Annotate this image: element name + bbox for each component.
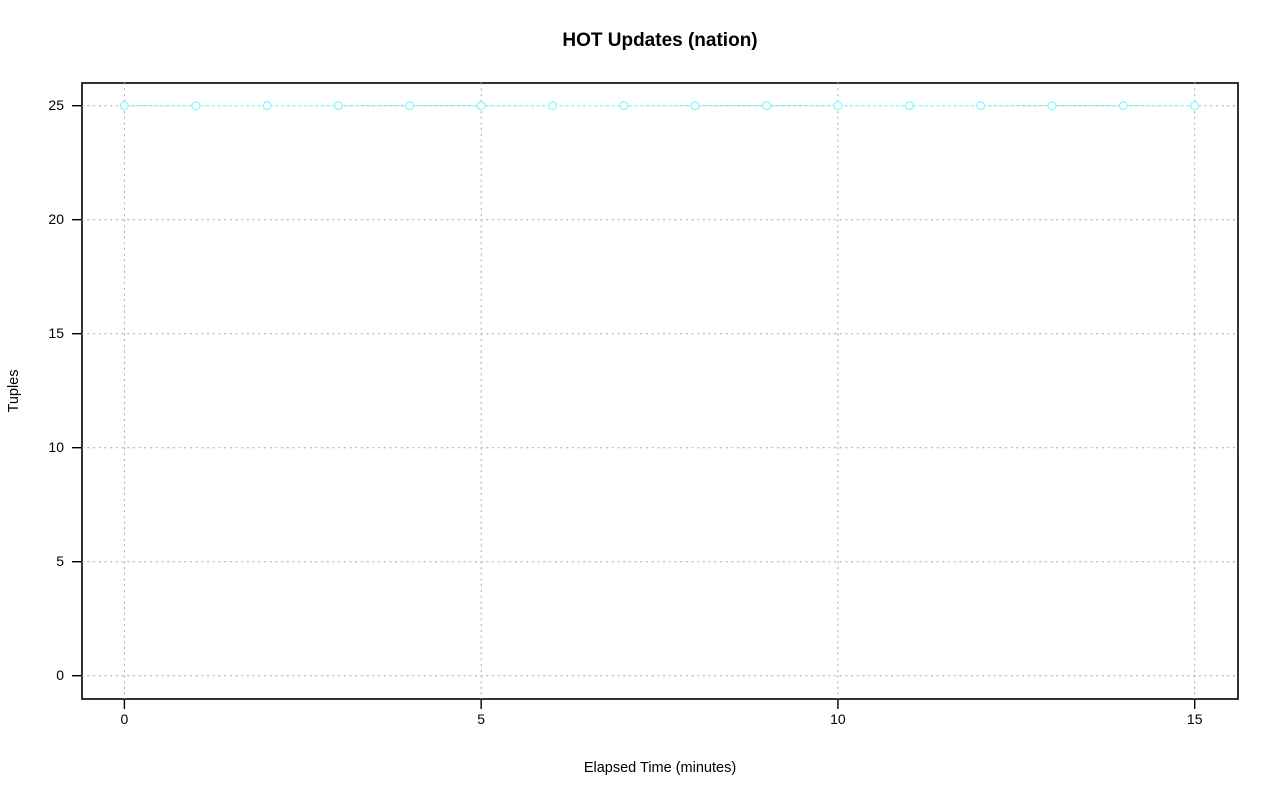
svg-text:25: 25 — [48, 97, 64, 113]
svg-text:Tuples: Tuples — [6, 370, 22, 413]
svg-text:0: 0 — [56, 667, 64, 683]
svg-text:5: 5 — [477, 711, 485, 727]
svg-text:0: 0 — [121, 711, 129, 727]
svg-text:HOT Updates (nation): HOT Updates (nation) — [562, 30, 757, 51]
svg-text:5: 5 — [56, 553, 64, 569]
svg-text:10: 10 — [48, 439, 64, 455]
svg-text:Elapsed Time (minutes): Elapsed Time (minutes) — [584, 760, 736, 776]
svg-text:15: 15 — [48, 325, 64, 341]
svg-text:15: 15 — [1187, 711, 1203, 727]
svg-text:10: 10 — [830, 711, 846, 727]
svg-text:20: 20 — [48, 211, 64, 227]
